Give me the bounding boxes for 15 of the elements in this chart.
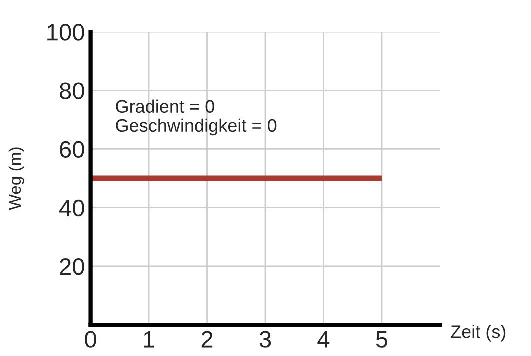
annotation: Gradient = 0 — [116, 100, 214, 114]
y-tick-label: 40 — [60, 200, 84, 217]
y-tick-label: 60 — [60, 141, 84, 158]
x-tick-label: 1 — [144, 331, 154, 348]
x-axis-title: Zeit (s) — [451, 325, 506, 342]
y-tick-label: 100 — [48, 24, 84, 41]
annotation: Geschwindigkeit = 0 — [116, 118, 277, 136]
x-tick-label: 2 — [202, 331, 213, 348]
y-tick-label: 80 — [60, 82, 84, 100]
x-tick-label: 3 — [260, 331, 272, 348]
y-tick-label: 20 — [60, 258, 84, 276]
y-axis-title: Weg (m) — [8, 148, 24, 210]
x-tick-label: 4 — [318, 331, 330, 348]
x-tick-label: 0 — [85, 331, 96, 348]
x-tick-label: 5 — [376, 331, 388, 348]
